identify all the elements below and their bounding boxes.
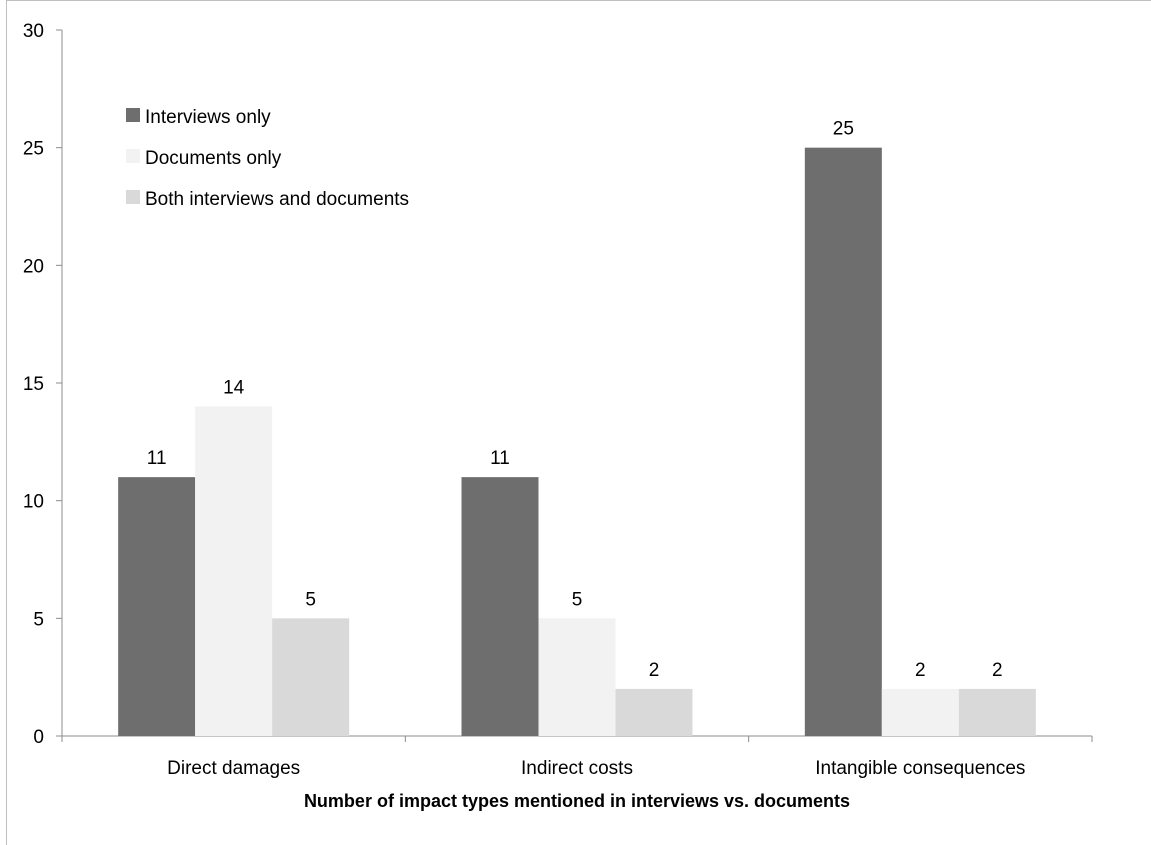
bar bbox=[958, 688, 1036, 736]
bars bbox=[118, 147, 1036, 736]
data-label: 2 bbox=[649, 660, 660, 681]
legend-label: Both interviews and documents bbox=[145, 189, 409, 210]
bar bbox=[461, 477, 539, 736]
y-tick-label: 0 bbox=[33, 727, 44, 748]
data-label: 11 bbox=[147, 448, 167, 469]
y-tick-label: 20 bbox=[23, 256, 44, 277]
legend: Interviews only Documents only Both interv… bbox=[126, 107, 409, 210]
data-label: 14 bbox=[223, 378, 245, 399]
bar bbox=[272, 618, 350, 736]
data-label: 2 bbox=[992, 660, 1003, 681]
bar bbox=[881, 688, 959, 736]
bar bbox=[615, 688, 693, 736]
legend-swatch bbox=[126, 108, 140, 122]
data-label: 25 bbox=[833, 119, 854, 140]
y-tick-label: 25 bbox=[23, 139, 44, 160]
bar bbox=[118, 477, 196, 736]
y-tick-label: 10 bbox=[23, 492, 44, 513]
y-tick-label: 30 bbox=[23, 21, 44, 42]
legend-swatch bbox=[126, 149, 140, 163]
data-label: 11 bbox=[490, 448, 510, 469]
x-axis-title: Number of impact types mentioned in inte… bbox=[304, 791, 850, 811]
data-label: 5 bbox=[572, 589, 583, 610]
legend-label: Interviews only bbox=[145, 107, 271, 128]
x-tick-label: Indirect costs bbox=[521, 758, 633, 779]
x-tick-label: Direct damages bbox=[167, 758, 300, 779]
legend-swatch bbox=[126, 190, 140, 204]
y-tick-label: 15 bbox=[23, 374, 44, 395]
bar bbox=[195, 406, 273, 736]
bar bbox=[538, 618, 616, 736]
data-label: 2 bbox=[915, 660, 926, 681]
chart-frame bbox=[6, 0, 1151, 845]
y-tick-label: 5 bbox=[33, 609, 44, 630]
data-label: 5 bbox=[305, 589, 316, 610]
bar bbox=[804, 147, 882, 736]
x-tick-label: Intangible consequences bbox=[815, 758, 1025, 779]
legend-label: Documents only bbox=[145, 148, 282, 169]
